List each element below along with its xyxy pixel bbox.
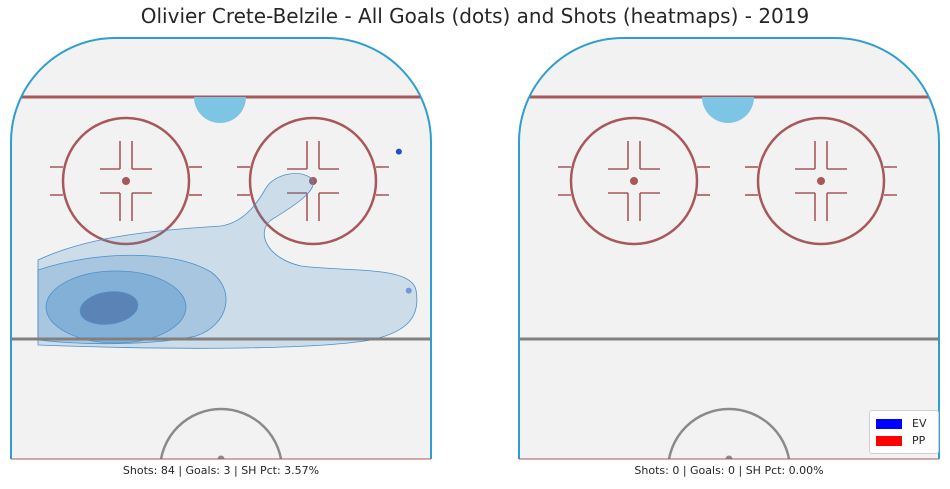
legend-label-pp: PP	[912, 434, 926, 447]
legend-entry-pp: PP	[876, 434, 925, 448]
legend-entry-ev: EV	[876, 417, 926, 431]
legend-swatch-ev	[876, 419, 902, 429]
shot-heatmap	[37, 173, 418, 349]
chart-title: Olivier Crete-Belzile - All Goals (dots)…	[140, 4, 810, 28]
legend-swatch-pp	[876, 436, 902, 446]
goal-dot	[450, 170, 456, 176]
center-circle	[158, 407, 284, 459]
faceoff-circle-right	[745, 116, 897, 246]
center-dot	[217, 455, 225, 459]
goal-dot	[405, 287, 412, 294]
panel-caption-pp: Shots: 0 | Goals: 0 | SH Pct: 0.00%	[634, 464, 824, 477]
faceoff-circle-right	[237, 116, 389, 246]
panel-caption-ev: Shots: 84 | Goals: 3 | SH Pct: 3.57%	[122, 464, 320, 477]
goal-crease	[702, 97, 754, 123]
rink-surface	[11, 38, 431, 459]
heatmap-level-4	[79, 291, 139, 325]
center-circle	[666, 407, 792, 459]
legend-label-ev: EV	[912, 417, 927, 430]
faceoff-circle-left	[50, 116, 202, 246]
center-dot	[725, 455, 733, 459]
rink-surface	[519, 38, 939, 459]
rink-panel-pp	[518, 37, 940, 460]
rink-panel-ev	[10, 37, 456, 460]
rink-boards	[518, 37, 940, 459]
goal-dot	[395, 148, 402, 155]
rink-boards	[10, 37, 432, 459]
legend: EV PP	[869, 410, 939, 454]
goal-crease	[194, 97, 246, 123]
faceoff-circle-left	[558, 116, 710, 246]
